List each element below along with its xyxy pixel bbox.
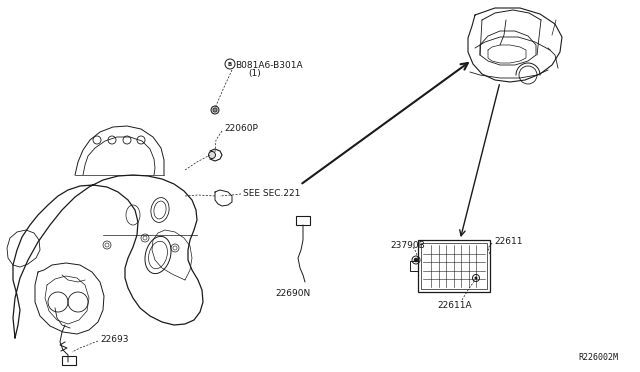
Text: 22690N: 22690N <box>275 289 310 298</box>
Text: 22611A: 22611A <box>438 301 472 310</box>
Bar <box>410 261 418 271</box>
Bar <box>421 243 487 289</box>
Text: R226002M: R226002M <box>578 353 618 362</box>
Bar <box>62 356 76 365</box>
Circle shape <box>474 276 477 279</box>
Bar <box>418 240 490 292</box>
Text: 22693: 22693 <box>100 336 129 344</box>
Text: 22060P: 22060P <box>224 124 258 132</box>
Circle shape <box>213 108 217 112</box>
Circle shape <box>209 151 216 158</box>
Text: (1): (1) <box>248 68 260 77</box>
Text: B: B <box>228 61 232 67</box>
Text: 22611: 22611 <box>494 237 522 246</box>
Text: 23790B: 23790B <box>390 241 425 250</box>
Circle shape <box>414 258 418 262</box>
Circle shape <box>211 106 219 114</box>
Text: SEE SEC.221: SEE SEC.221 <box>243 189 300 198</box>
Text: B081A6-B301A: B081A6-B301A <box>235 61 303 70</box>
Bar <box>296 216 310 225</box>
